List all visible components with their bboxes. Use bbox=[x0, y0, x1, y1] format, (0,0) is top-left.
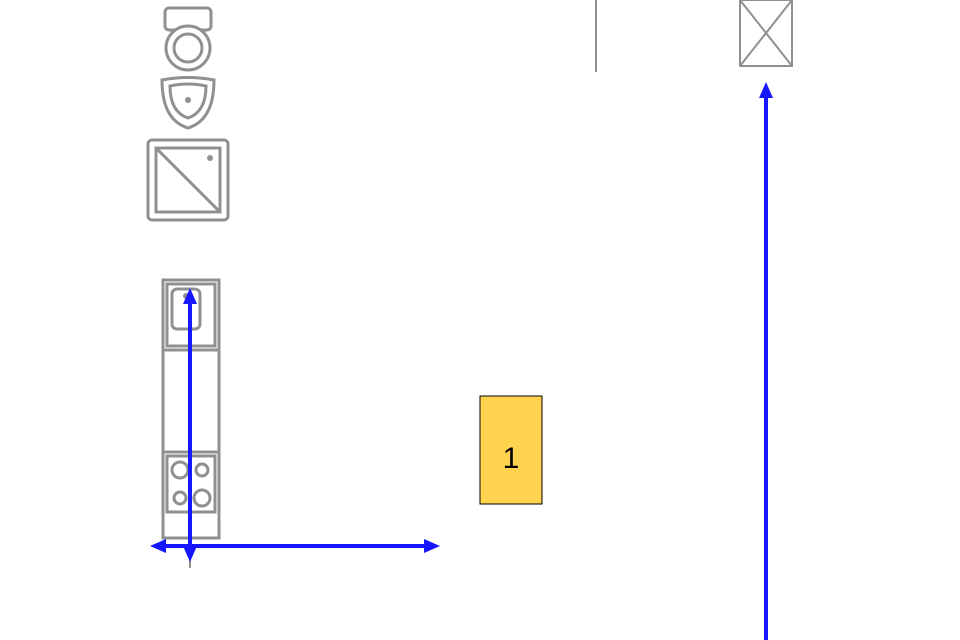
table-marker: 1 bbox=[480, 396, 542, 504]
table-label: 1 bbox=[503, 442, 520, 475]
arrow-head-end bbox=[183, 546, 197, 562]
basin-icon bbox=[162, 78, 214, 129]
toilet-icon bbox=[165, 8, 211, 70]
cross-box-icon bbox=[740, 0, 792, 66]
arrow-head-end bbox=[424, 539, 440, 553]
shower-icon bbox=[148, 140, 228, 220]
shower-drain bbox=[207, 155, 213, 161]
arrow-head-start bbox=[150, 539, 166, 553]
dimension-arrow-dim-vertical-right bbox=[759, 82, 773, 640]
arrow-head-end bbox=[759, 82, 773, 98]
basin-drain bbox=[185, 97, 191, 103]
